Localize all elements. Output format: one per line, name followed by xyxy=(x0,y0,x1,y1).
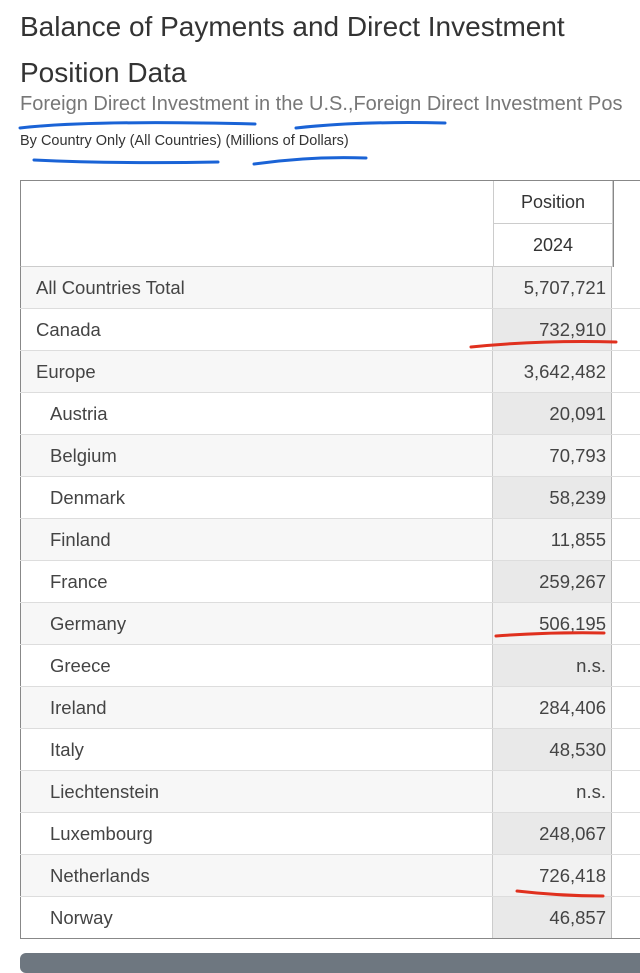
blue-underline xyxy=(18,121,257,130)
table-row: Austria 20,091 xyxy=(20,393,640,435)
position-column-header: Position 2024 xyxy=(493,181,613,267)
table-row: Belgium 70,793 xyxy=(20,435,640,477)
row-country-name: Austria xyxy=(20,393,492,434)
table-row: Finland 11,855 xyxy=(20,519,640,561)
row-position-value: 5,707,721 xyxy=(492,267,612,308)
row-country-name: Luxembourg xyxy=(20,813,492,854)
blue-underline xyxy=(252,156,368,166)
row-position-value: n.s. xyxy=(492,771,612,812)
table-row: Germany 506,195 xyxy=(20,603,640,645)
table-row: Greece n.s. xyxy=(20,645,640,687)
row-country-name: Europe xyxy=(20,351,492,392)
row-country-name: France xyxy=(20,561,492,602)
table-row: Italy 48,530 xyxy=(20,729,640,771)
row-position-value: 284,406 xyxy=(492,687,612,728)
table-row: All Countries Total 5,707,721 xyxy=(20,267,640,309)
column-header-year: 2024 xyxy=(494,224,612,267)
row-position-value: 248,067 xyxy=(492,813,612,854)
data-table: Position 2024 All Countries Total 5,707,7… xyxy=(20,180,640,939)
blue-underline xyxy=(294,121,447,130)
row-country-name: Ireland xyxy=(20,687,492,728)
header-blank-cell xyxy=(20,181,493,267)
row-position-value: 259,267 xyxy=(492,561,612,602)
row-country-name: Belgium xyxy=(20,435,492,476)
column-header-position: Position xyxy=(494,181,612,224)
row-country-name: Italy xyxy=(20,729,492,770)
row-position-value: 20,091 xyxy=(492,393,612,434)
table-row: Denmark 58,239 xyxy=(20,477,640,519)
row-country-name: Canada xyxy=(20,309,492,350)
row-position-value: 48,530 xyxy=(492,729,612,770)
table-header: Position 2024 xyxy=(20,180,640,267)
table-row: Netherlands 726,418 xyxy=(20,855,640,897)
row-position-value: 11,855 xyxy=(492,519,612,560)
table-row: Liechtenstein n.s. xyxy=(20,771,640,813)
row-country-name: Norway xyxy=(20,897,492,938)
row-country-name: All Countries Total xyxy=(20,267,492,308)
row-country-name: Netherlands xyxy=(20,855,492,896)
next-column-edge xyxy=(613,181,640,267)
table-row: Luxembourg 248,067 xyxy=(20,813,640,855)
page-subtitle: Foreign Direct Investment in the U.S.,Fo… xyxy=(20,93,623,115)
row-position-value: 46,857 xyxy=(492,897,612,938)
page-title: Balance of Payments and Direct Investmen… xyxy=(20,11,565,88)
row-country-name: Finland xyxy=(20,519,492,560)
row-country-name: Germany xyxy=(20,603,492,644)
row-position-value: 506,195 xyxy=(492,603,612,644)
table-row: France 259,267 xyxy=(20,561,640,603)
row-position-value: 3,642,482 xyxy=(492,351,612,392)
table-row: Ireland 284,406 xyxy=(20,687,640,729)
table-description: By Country Only (All Countries) (Million… xyxy=(20,133,349,149)
table-row: Canada 732,910 xyxy=(20,309,640,351)
row-position-value: 726,418 xyxy=(492,855,612,896)
row-country-name: Greece xyxy=(20,645,492,686)
row-position-value: n.s. xyxy=(492,645,612,686)
table-row: Norway 46,857 xyxy=(20,897,640,939)
blue-underline xyxy=(32,158,220,165)
row-position-value: 58,239 xyxy=(492,477,612,518)
table-body: All Countries Total 5,707,721 Canada 732,91… xyxy=(20,267,640,939)
row-country-name: Liechtenstein xyxy=(20,771,492,812)
table-row: Europe 3,642,482 xyxy=(20,351,640,393)
bottom-toolbar[interactable] xyxy=(20,953,640,973)
row-position-value: 70,793 xyxy=(492,435,612,476)
row-position-value: 732,910 xyxy=(492,309,612,350)
row-country-name: Denmark xyxy=(20,477,492,518)
